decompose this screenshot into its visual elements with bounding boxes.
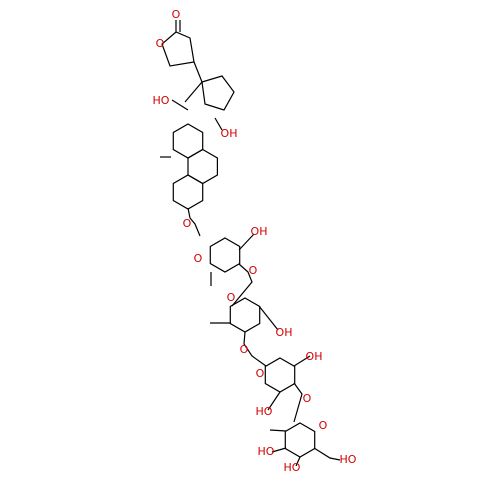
sugar-ring xyxy=(209,237,241,273)
sugar-ring xyxy=(264,357,296,393)
atom-label: OH xyxy=(276,326,293,339)
bond xyxy=(258,305,279,331)
bond xyxy=(293,355,311,367)
d-ring xyxy=(201,75,235,111)
bond xyxy=(243,331,267,367)
atom-label: O xyxy=(319,419,328,432)
bond xyxy=(293,382,303,423)
atom-label: OH xyxy=(221,127,238,140)
atom-label: HO xyxy=(284,461,301,474)
a-ring xyxy=(172,174,204,210)
bond xyxy=(271,447,287,453)
atom-label: O xyxy=(156,37,165,50)
bond xyxy=(313,447,341,461)
lactone-ring xyxy=(161,31,195,67)
sugar-ring xyxy=(229,297,261,333)
atom-label: HO xyxy=(340,453,357,466)
bond xyxy=(269,429,287,432)
atom-label: OH xyxy=(251,225,268,238)
bond xyxy=(231,263,253,307)
atom-label: OH xyxy=(306,350,323,363)
atom-label: HO xyxy=(258,445,275,458)
atom-label: HO xyxy=(153,94,170,107)
atom-label: O xyxy=(249,264,258,277)
bond xyxy=(193,61,203,83)
atom-label: O xyxy=(256,367,265,380)
bond xyxy=(238,233,255,251)
sugar-ring xyxy=(284,422,316,458)
bonds xyxy=(160,20,341,467)
b-ring xyxy=(187,148,218,185)
c-ring xyxy=(172,123,204,159)
atom-label: O xyxy=(172,8,181,21)
atom-label: O xyxy=(303,392,312,405)
bond xyxy=(214,117,223,131)
bond xyxy=(187,207,201,237)
bond xyxy=(267,391,281,411)
atom-label: O xyxy=(240,343,249,356)
bond xyxy=(171,99,189,111)
bond xyxy=(184,81,203,103)
atom-label: O xyxy=(227,291,236,304)
atom-label: O xyxy=(183,217,192,230)
atom-label: O xyxy=(194,252,203,265)
atom-label: HO xyxy=(256,405,273,418)
bond xyxy=(295,456,301,467)
